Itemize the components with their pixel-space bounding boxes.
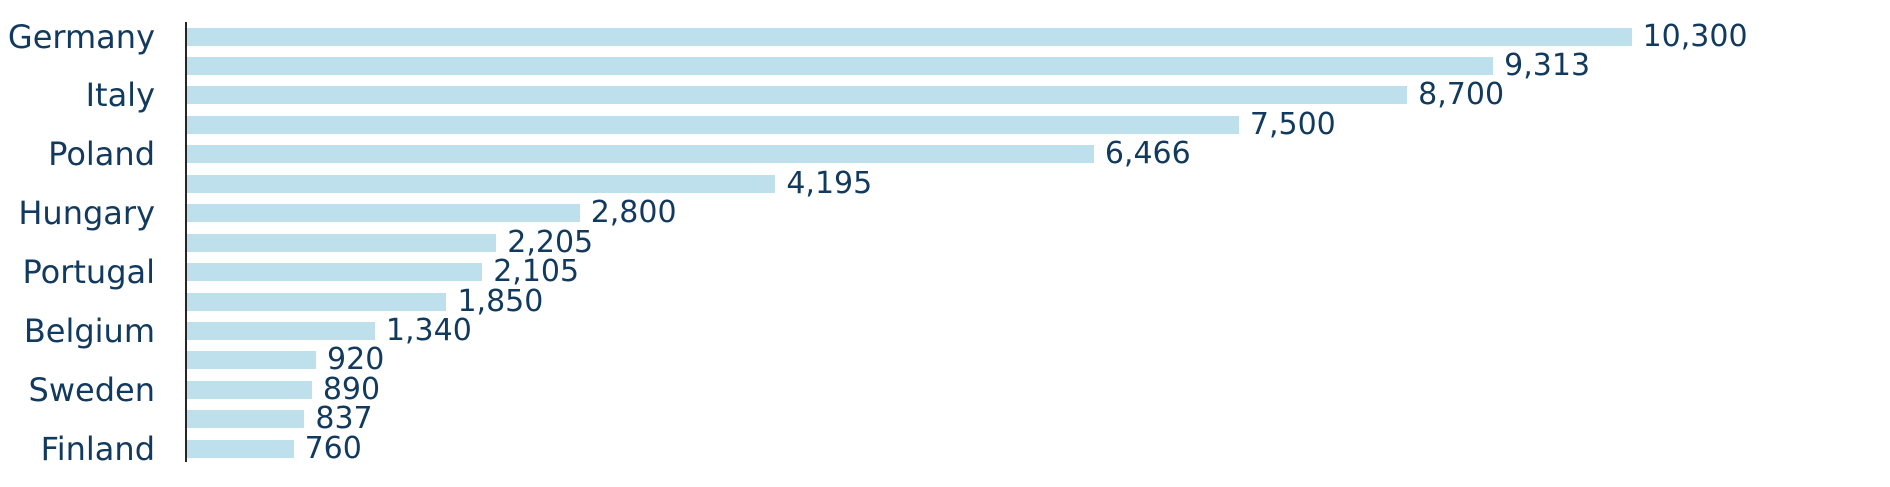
bar <box>187 145 1094 164</box>
bar <box>187 115 1239 134</box>
value-label: 10,300 <box>1642 18 1748 54</box>
category-label: Poland <box>48 135 155 174</box>
category-label: Germany <box>7 17 155 56</box>
category-label: Belgium <box>23 312 155 350</box>
bar <box>187 439 294 458</box>
bar <box>187 174 776 193</box>
bar <box>187 86 1408 105</box>
value-label: 7,500 <box>1249 106 1336 142</box>
value-label: 837 <box>315 401 373 437</box>
bar <box>187 410 305 429</box>
bar <box>187 292 447 311</box>
value-label: 6,466 <box>1104 136 1191 172</box>
bar <box>187 56 1494 75</box>
value-label: 4,195 <box>786 165 873 201</box>
value-label: 890 <box>322 371 381 407</box>
value-label: 920 <box>327 342 385 378</box>
bar <box>187 322 375 340</box>
value-label: 760 <box>304 430 362 466</box>
category-label: Sweden <box>28 370 155 409</box>
category-label: Finland <box>40 429 155 468</box>
bar <box>187 380 312 399</box>
value-label: 1,340 <box>385 313 472 348</box>
category-label: Hungary <box>18 194 155 233</box>
value-label: 2,205 <box>507 224 594 260</box>
value-label: 2,800 <box>590 195 677 231</box>
category-label: Portugal <box>22 253 155 292</box>
y-axis-line <box>185 22 187 462</box>
bar <box>187 263 483 282</box>
bar <box>187 204 580 223</box>
category-label: Italy <box>85 76 155 115</box>
value-label: 8,700 <box>1418 77 1505 113</box>
bar <box>187 27 1632 46</box>
bar <box>187 351 317 370</box>
value-label: 9,313 <box>1504 47 1591 83</box>
value-label: 2,105 <box>493 254 580 290</box>
value-label: 1,850 <box>457 283 544 319</box>
bar <box>187 233 497 252</box>
